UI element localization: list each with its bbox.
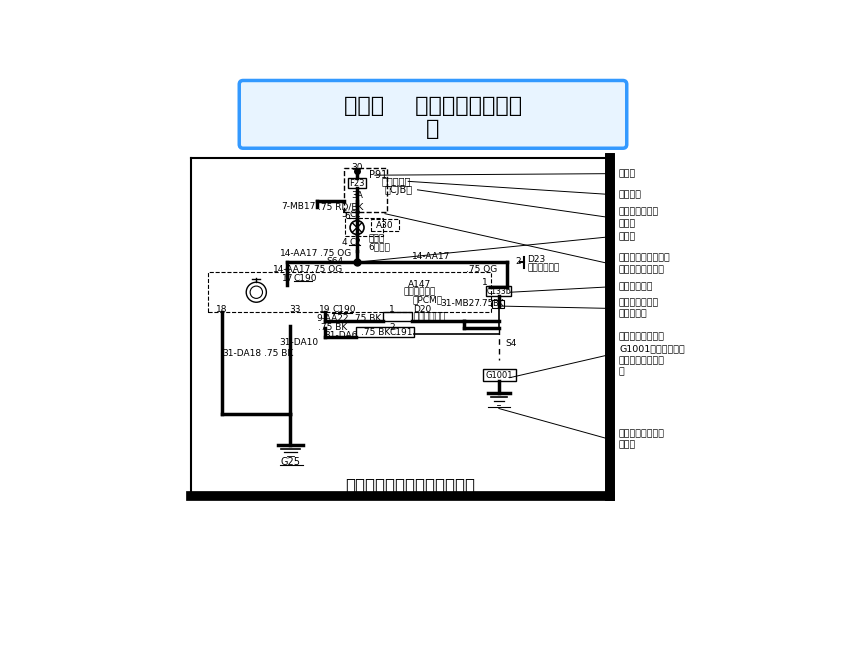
Bar: [344, 168, 387, 212]
Text: 6）照明: 6）照明: [369, 243, 390, 252]
Text: A147: A147: [408, 280, 432, 289]
Text: 31-DA18: 31-DA18: [222, 348, 261, 357]
Text: 3A: 3A: [351, 191, 363, 200]
Text: 仪表盘: 仪表盘: [369, 235, 384, 244]
Text: C133b: C133b: [487, 287, 511, 296]
Text: 4: 4: [341, 237, 347, 246]
Text: 1: 1: [482, 278, 488, 287]
Text: （CJB）: （CJB）: [385, 185, 413, 195]
Bar: [355, 327, 415, 337]
Text: 30: 30: [351, 163, 363, 172]
Text: .75 OG: .75 OG: [311, 264, 342, 273]
Text: 线路的绝缘层仅
为一种颜色: 线路的绝缘层仅 为一种颜色: [619, 298, 660, 319]
Text: D20: D20: [414, 306, 432, 315]
Text: 19: 19: [319, 306, 330, 315]
Bar: [482, 369, 516, 381]
Text: 绞结点: 绞结点: [619, 232, 636, 241]
Text: 图: 图: [427, 119, 439, 139]
FancyBboxPatch shape: [239, 81, 627, 148]
Text: 17: 17: [281, 274, 293, 283]
Bar: [345, 217, 384, 236]
Text: G25: G25: [280, 457, 300, 468]
Text: .75 OG: .75 OG: [320, 249, 351, 258]
Text: 33: 33: [289, 306, 301, 315]
Text: 2: 2: [389, 323, 395, 332]
Text: S4: S4: [505, 339, 517, 348]
Text: 6: 6: [344, 212, 350, 221]
Text: 2: 2: [515, 257, 521, 266]
Text: 1: 1: [389, 306, 395, 315]
Text: 5: 5: [341, 210, 347, 219]
Text: C190: C190: [332, 306, 356, 315]
Text: 接地点可参考组件
位置表: 接地点可参考组件 位置表: [619, 429, 665, 450]
Text: C191: C191: [390, 328, 413, 337]
Text: 组件名称: 组件名称: [619, 190, 642, 199]
Text: C190: C190: [293, 274, 317, 283]
Text: S64: S64: [326, 257, 343, 266]
Text: 18: 18: [217, 306, 228, 315]
Bar: [371, 219, 399, 232]
Text: 9-AA22: 9-AA22: [316, 314, 349, 323]
Text: 组件连接器号: 组件连接器号: [619, 283, 654, 292]
Text: 组件或工作的具
体内容: 组件或工作的具 体内容: [619, 207, 660, 228]
Text: 31-DA10: 31-DA10: [280, 338, 319, 347]
Text: .75 BK: .75 BK: [264, 348, 293, 357]
Text: .75 BK: .75 BK: [318, 323, 347, 332]
Text: .75: .75: [480, 299, 494, 308]
Text: C2: C2: [349, 237, 361, 246]
Bar: [347, 178, 366, 188]
Text: 14-AA17: 14-AA17: [280, 249, 318, 258]
Bar: [487, 286, 512, 296]
Text: D23: D23: [527, 255, 546, 264]
Text: 还有其他线路利用
G1001搭铁，但在此
未绘出，详见接地
点: 还有其他线路利用 G1001搭铁，但在此 未绘出，详见接地 点: [619, 332, 685, 377]
Text: 14-AA17: 14-AA17: [412, 252, 451, 261]
Text: 中央接线盒: 中央接线盒: [381, 176, 410, 186]
Text: G1001: G1001: [485, 371, 513, 380]
Text: 31-MB27: 31-MB27: [440, 299, 481, 308]
Text: C2: C2: [349, 210, 361, 219]
Bar: [208, 272, 491, 312]
Text: 14-AA17: 14-AA17: [273, 264, 311, 273]
Text: .75 OG: .75 OG: [465, 264, 497, 273]
Text: 7-MB17: 7-MB17: [281, 203, 316, 212]
Text: 虚线代表连接的线端
属于同一个连接器: 虚线代表连接的线端 属于同一个连接器: [619, 253, 671, 274]
Text: 诊断数据接口: 诊断数据接口: [527, 263, 560, 272]
Text: 组件号: 组件号: [619, 169, 636, 178]
Bar: [383, 312, 412, 321]
Text: （PCM）: （PCM）: [412, 295, 442, 304]
Text: .75 BK: .75 BK: [361, 328, 390, 337]
Text: F23: F23: [349, 179, 365, 188]
Text: 诊断数据接口: 诊断数据接口: [414, 312, 445, 321]
Text: A30: A30: [376, 221, 394, 230]
Text: 31-DA6: 31-DA6: [324, 331, 358, 340]
Text: .75 BK: .75 BK: [352, 314, 381, 323]
Text: 福特汽车电路符号含义（二）: 福特汽车电路符号含义（二）: [345, 477, 475, 495]
Text: BK: BK: [493, 299, 504, 308]
Text: 动力控制模块: 动力控制模块: [403, 288, 436, 297]
Text: 单元九    识读分析汽车电路: 单元九 识读分析汽车电路: [344, 96, 522, 116]
Bar: [492, 300, 504, 308]
Text: .75 RD/BK: .75 RD/BK: [317, 203, 363, 212]
Text: P91: P91: [370, 170, 388, 180]
